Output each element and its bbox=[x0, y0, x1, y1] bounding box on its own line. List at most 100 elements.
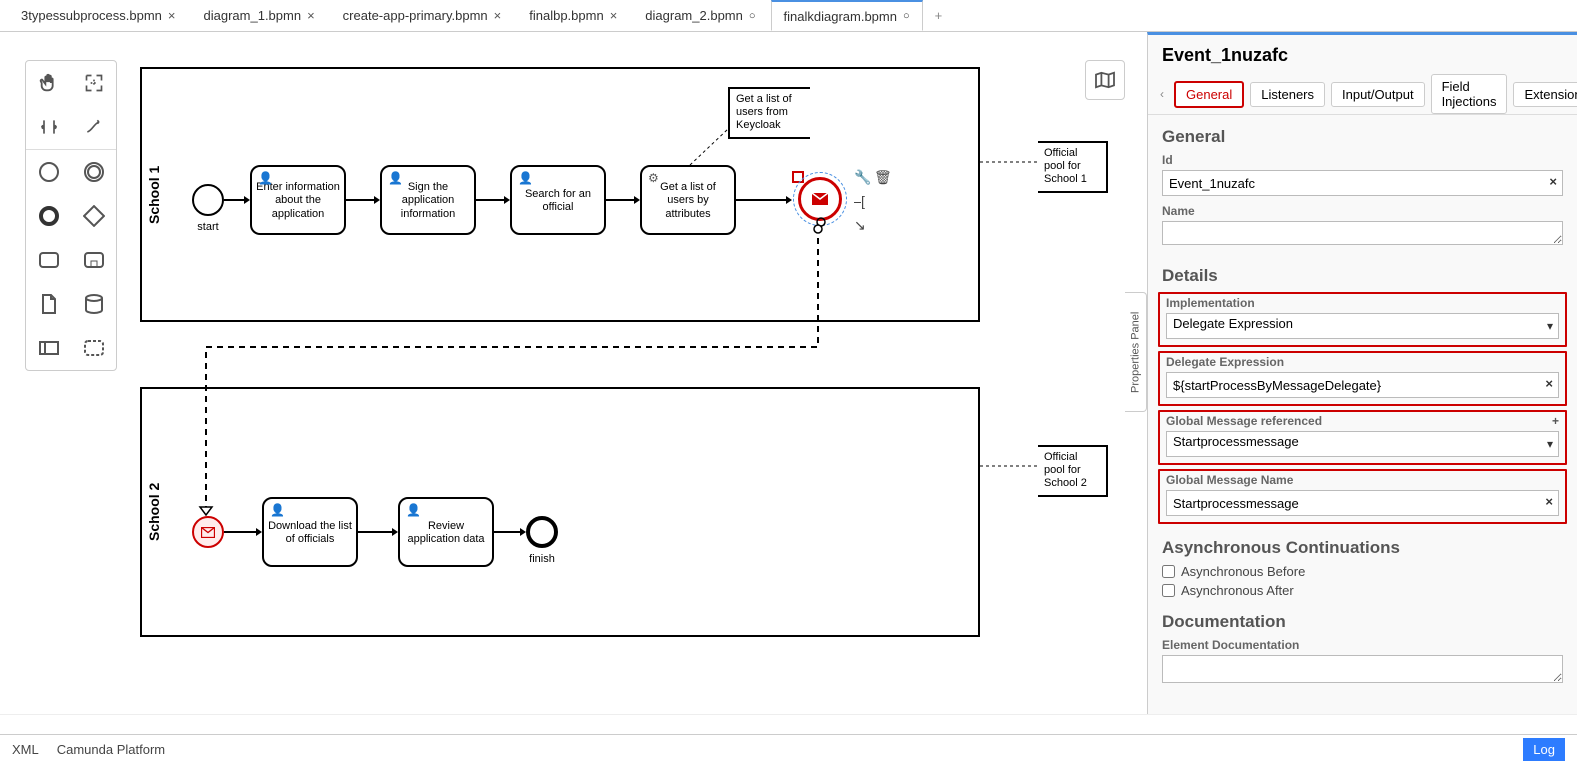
ptab-listeners[interactable]: Listeners bbox=[1250, 82, 1325, 107]
end-event-icon[interactable] bbox=[26, 194, 71, 238]
global-msg-name-input[interactable] bbox=[1166, 490, 1559, 516]
caret-icon: ▾ bbox=[1547, 319, 1553, 333]
section-documentation: Documentation bbox=[1148, 600, 1577, 636]
file-tabs-bar: 3typessubprocess.bpmn × diagram_1.bpmn × c… bbox=[0, 0, 1577, 32]
name-input[interactable] bbox=[1162, 221, 1563, 245]
properties-tabs: ‹ General Listeners Input/Output Field I… bbox=[1148, 74, 1577, 115]
task-label: Review application data bbox=[404, 520, 488, 546]
minimap-toggle[interactable] bbox=[1085, 60, 1125, 100]
message-throw-event-selection bbox=[792, 171, 804, 183]
data-store-icon[interactable] bbox=[71, 282, 116, 326]
end-event[interactable] bbox=[526, 516, 558, 548]
add-message-button[interactable]: + bbox=[1552, 414, 1559, 428]
pool-annotation[interactable]: Official pool for School 1 bbox=[1038, 141, 1108, 193]
elem-doc-textarea[interactable] bbox=[1162, 655, 1563, 683]
clear-icon[interactable]: × bbox=[1545, 376, 1553, 391]
task-label: Enter information about the application bbox=[256, 181, 340, 221]
tab-label: diagram_2.bpmn bbox=[645, 8, 743, 23]
start-event-icon[interactable] bbox=[26, 150, 71, 194]
tabs-scroll-left-icon[interactable]: ‹ bbox=[1156, 87, 1168, 101]
add-tab-button[interactable]: + bbox=[925, 8, 953, 23]
xml-tab[interactable]: XML bbox=[12, 742, 39, 757]
ptab-input-output[interactable]: Input/Output bbox=[1331, 82, 1425, 107]
message-throw-event[interactable] bbox=[798, 177, 842, 221]
tab-label: diagram_1.bpmn bbox=[204, 8, 302, 23]
context-annotation-icon[interactable]: ⎯[ bbox=[854, 193, 865, 210]
user-icon: 👤 bbox=[518, 171, 533, 185]
context-trash-icon[interactable]: 🗑 bbox=[874, 169, 892, 186]
platform-tab[interactable]: Camunda Platform bbox=[57, 742, 165, 757]
group-icon[interactable] bbox=[71, 326, 116, 370]
async-before-checkbox[interactable] bbox=[1162, 565, 1175, 578]
tab-label: finalkdiagram.bpmn bbox=[784, 9, 897, 24]
connect-tool-icon[interactable] bbox=[71, 105, 116, 149]
task-download-list[interactable]: 👤 Download the list of officials bbox=[262, 497, 358, 567]
message-start-event[interactable] bbox=[192, 516, 224, 548]
context-connect-icon[interactable]: ↘ bbox=[854, 217, 866, 234]
pool-school-1[interactable]: School 1 start 👤Enter information about … bbox=[140, 67, 980, 322]
data-object-icon[interactable] bbox=[26, 282, 71, 326]
pool-school-2[interactable]: School 2 👤 Download the list of officials… bbox=[140, 387, 980, 637]
async-after-label: Asynchronous After bbox=[1181, 583, 1294, 598]
start-event[interactable] bbox=[192, 184, 224, 216]
task-label: Get a list of users by attributes bbox=[646, 181, 730, 221]
footer-bar: XML Camunda Platform Log bbox=[0, 734, 1577, 764]
user-icon: 👤 bbox=[270, 503, 285, 517]
tab-label: 3typessubprocess.bpmn bbox=[21, 8, 162, 23]
close-icon[interactable]: × bbox=[610, 8, 618, 23]
tab-1[interactable]: diagram_1.bpmn × bbox=[191, 0, 328, 31]
task-enter-info[interactable]: 👤Enter information about the application bbox=[250, 165, 346, 235]
async-after-checkbox[interactable] bbox=[1162, 584, 1175, 597]
user-icon: 👤 bbox=[258, 171, 273, 185]
tab-5[interactable]: finalkdiagram.bpmn ○ bbox=[771, 0, 923, 31]
ptab-extensions[interactable]: Extensions bbox=[1513, 82, 1577, 107]
close-icon[interactable]: × bbox=[168, 8, 176, 23]
canvas-area[interactable]: Properties Panel School 1 start 👤Enter i… bbox=[0, 32, 1147, 714]
selected-element-title: Event_1nuzafc bbox=[1148, 35, 1577, 74]
clear-icon[interactable]: × bbox=[1545, 494, 1553, 509]
properties-panel-toggle[interactable]: Properties Panel bbox=[1125, 292, 1147, 412]
tab-2[interactable]: create-app-primary.bpmn × bbox=[330, 0, 515, 31]
ptab-general[interactable]: General bbox=[1174, 81, 1244, 108]
id-input[interactable] bbox=[1162, 170, 1563, 196]
log-button[interactable]: Log bbox=[1523, 738, 1565, 761]
properties-panel: Event_1nuzafc ‹ General Listeners Input/… bbox=[1147, 32, 1577, 714]
tab-0[interactable]: 3typessubprocess.bpmn × bbox=[8, 0, 189, 31]
lasso-tool-icon[interactable] bbox=[71, 61, 116, 105]
pool-label: School 2 bbox=[140, 389, 166, 635]
section-details: Details bbox=[1148, 254, 1577, 290]
subprocess-icon[interactable] bbox=[71, 238, 116, 282]
context-wrench-icon[interactable]: 🔧 bbox=[854, 169, 871, 186]
tab-label: create-app-primary.bpmn bbox=[343, 8, 488, 23]
task-label: Search for an official bbox=[516, 188, 600, 214]
text-annotation[interactable]: Get a list of users from Keycloak bbox=[728, 87, 810, 139]
main-area: Properties Panel School 1 start 👤Enter i… bbox=[0, 32, 1577, 714]
task-label: Download the list of officials bbox=[268, 520, 352, 546]
intermediate-event-icon[interactable] bbox=[71, 150, 116, 194]
tab-4[interactable]: diagram_2.bpmn○ bbox=[632, 0, 768, 31]
task-sign-app[interactable]: 👤Sign the application information bbox=[380, 165, 476, 235]
delegate-expression-input[interactable] bbox=[1166, 372, 1559, 398]
task-icon[interactable] bbox=[26, 238, 71, 282]
tab-3[interactable]: finalbp.bpmn× bbox=[516, 0, 630, 31]
task-review-data[interactable]: 👤Review application data bbox=[398, 497, 494, 567]
close-icon[interactable]: × bbox=[307, 8, 315, 23]
space-tool-icon[interactable] bbox=[26, 105, 71, 149]
start-label: start bbox=[192, 221, 224, 233]
gateway-icon[interactable] bbox=[71, 194, 116, 238]
task-list-users[interactable]: ⚙Get a list of users by attributes bbox=[640, 165, 736, 235]
clear-icon[interactable]: × bbox=[1549, 174, 1557, 189]
hand-tool-icon[interactable] bbox=[26, 61, 71, 105]
unsaved-icon: ○ bbox=[903, 10, 910, 22]
global-msg-ref-select[interactable]: Startprocessmessage bbox=[1166, 431, 1559, 457]
global-msg-ref-label: Global Message referenced bbox=[1166, 414, 1322, 428]
async-before-label: Asynchronous Before bbox=[1181, 564, 1305, 579]
implementation-select[interactable]: Delegate Expression bbox=[1166, 313, 1559, 339]
participant-icon[interactable] bbox=[26, 326, 71, 370]
pool-annotation[interactable]: Official pool for School 2 bbox=[1038, 445, 1108, 497]
task-search-official[interactable]: 👤 Search for an official bbox=[510, 165, 606, 235]
close-icon[interactable]: × bbox=[494, 8, 502, 23]
ptab-field-injections[interactable]: Field Injections bbox=[1431, 74, 1508, 114]
section-general: General bbox=[1148, 115, 1577, 151]
caret-icon: ▾ bbox=[1547, 437, 1553, 451]
